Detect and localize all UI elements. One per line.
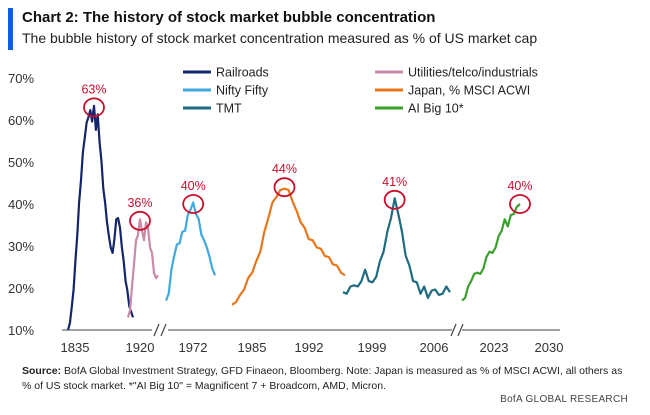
y-tick-label: 60% [8, 113, 34, 128]
title-accent-bar [8, 8, 13, 50]
x-tick-label: 2023 [480, 340, 509, 355]
x-tick-label: 2030 [535, 340, 564, 355]
peak-label: 41% [382, 175, 407, 189]
x-tick-label: 1999 [358, 340, 387, 355]
legend-label: Japan, % MSCI ACWI [408, 84, 530, 98]
peak-circle [273, 177, 296, 198]
peak-label: 36% [127, 196, 152, 210]
legend-label: Nifty Fifty [216, 84, 269, 98]
y-tick-label: 50% [8, 155, 34, 170]
series-line-utilities-telco-industrials [126, 218, 159, 318]
x-tick-label: 1920 [126, 340, 155, 355]
x-tick-label: 1972 [179, 340, 208, 355]
chart-subtitle: The bubble history of stock market conce… [22, 30, 538, 46]
legend-label: Utilities/telco/industrials [408, 66, 538, 80]
peak-circle [182, 194, 205, 214]
source-note: Source: BofA Global Investment Strategy,… [22, 364, 632, 394]
x-tick-label: 1992 [295, 340, 324, 355]
source-text: BofA Global Investment Strategy, GFD Fin… [22, 365, 623, 392]
x-tick-label: 1835 [61, 340, 90, 355]
peak-label: 44% [272, 162, 297, 176]
y-tick-label: 30% [8, 239, 34, 254]
series-line-railroads [66, 104, 135, 331]
peak-circle [383, 189, 406, 210]
series-line-nifty-fifty [164, 201, 217, 302]
legend-label: TMT [216, 102, 242, 116]
footer-credit: BofA GLOBAL RESEARCH [500, 394, 628, 405]
axis-break-mark [153, 323, 160, 337]
peak-circle [129, 210, 151, 231]
peak-circle [509, 194, 531, 214]
peak-label: 40% [181, 179, 206, 193]
axis-break-mark [457, 323, 464, 337]
axis-break-mark [160, 323, 167, 337]
legend-label: Railroads [216, 66, 269, 80]
x-tick-label: 2006 [420, 340, 449, 355]
y-tick-label: 40% [8, 197, 34, 212]
peak-label: 40% [507, 179, 532, 193]
x-tick-label: 1985 [238, 340, 267, 355]
series-line-ai-big-10- [461, 203, 521, 302]
legend-label: AI Big 10* [408, 102, 464, 116]
series-line-tmt [342, 197, 451, 299]
y-tick-label: 10% [8, 323, 34, 338]
y-tick-label: 20% [8, 281, 34, 296]
y-tick-label: 70% [8, 71, 34, 86]
chart-title: Chart 2: The history of stock market bub… [22, 9, 436, 26]
peak-label: 63% [81, 82, 106, 96]
peak-circle [83, 97, 105, 118]
source-label: Source: [22, 365, 62, 377]
axis-break-mark [450, 323, 457, 337]
series-line-japan-msci-acwi [231, 187, 346, 306]
